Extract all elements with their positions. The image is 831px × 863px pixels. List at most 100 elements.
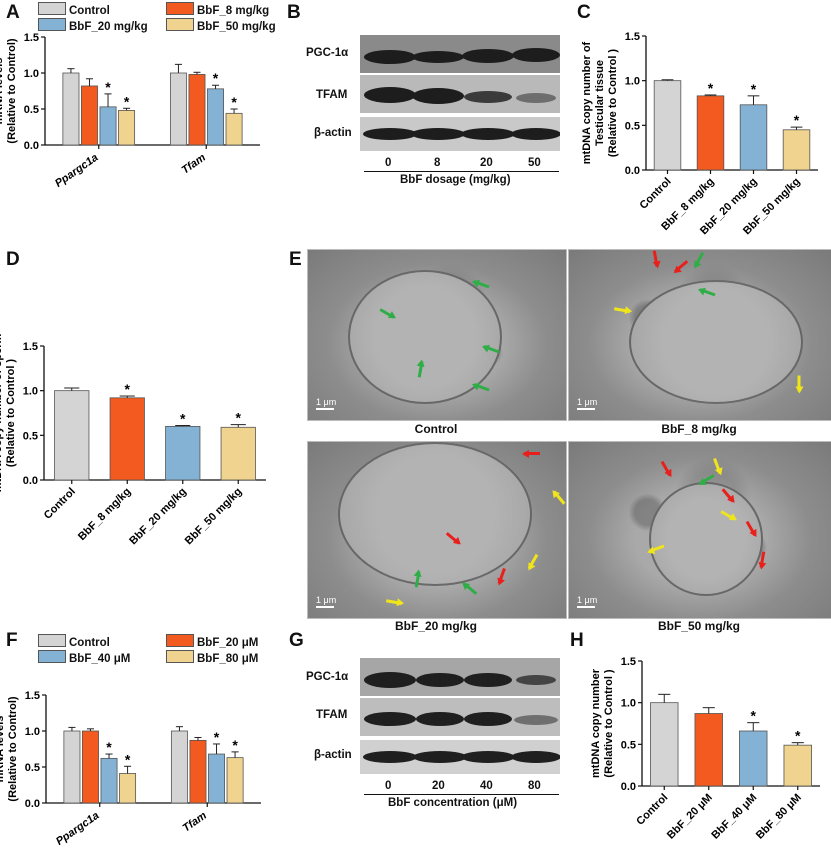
bar	[82, 730, 99, 804]
blot-x-label: BbF concentration (μM)	[388, 797, 518, 809]
bar	[169, 72, 187, 146]
legend-label: BbF_40 μM	[69, 653, 131, 665]
bar	[188, 74, 206, 146]
blot-lane-label: 20	[480, 157, 493, 169]
x-tick-label: Tfam	[180, 152, 209, 177]
significance-mark: *	[213, 70, 219, 86]
blot-lane-label: 80	[528, 780, 541, 792]
blot-image-g	[360, 658, 560, 774]
y-tick-label: 0.5	[621, 739, 636, 751]
tem-caption: BbF_50 mg/kg	[657, 619, 741, 633]
tem-caption: BbF_8 mg/kg	[661, 422, 737, 436]
y-axis-label: Testicular tissue	[594, 60, 606, 146]
panel-letter-b: B	[287, 2, 301, 23]
scale-bar: 1 μm	[316, 595, 336, 608]
legend-label: BbF_80 μM	[197, 653, 259, 665]
y-tick-label: 1.0	[24, 68, 39, 80]
bar	[653, 80, 682, 171]
y-tick-label: 0.0	[25, 798, 40, 810]
y-tick-label: 1.5	[24, 32, 39, 44]
legend-item: BbF_8 mg/kg	[166, 2, 269, 17]
y-tick-label: 1.5	[621, 656, 636, 668]
y-tick-label: 1.5	[23, 341, 38, 353]
x-tick-label: BbF_8 mg/kg	[76, 486, 133, 543]
tem-caption: BbF_20 mg/kg	[394, 619, 478, 633]
scale-bar: 1 μm	[316, 397, 336, 410]
bar	[226, 757, 244, 804]
panel-letter-e: E	[289, 249, 302, 270]
significance-mark: *	[232, 737, 238, 753]
blot-row-label: PGC-1α	[306, 47, 349, 59]
chart-d-mtdna-sperm: 0.0 0.5 1.0 1.5 mtDNA copy number of sperm(R…	[0, 334, 266, 548]
bar	[100, 757, 118, 804]
x-tick-label: BbF_80 μM	[754, 792, 804, 842]
blot-lane-label: 0	[385, 780, 392, 792]
bar	[220, 426, 256, 481]
y-axis-label: (Relative to Control)	[6, 38, 18, 143]
tem-caption: Control	[414, 422, 458, 436]
blot-lane-label: 40	[480, 780, 493, 792]
chart-f-mrna-levels: 0.0 0.5 1.0 1.5 mRNA levels (Relative to Cont…	[0, 690, 261, 848]
bar	[54, 390, 90, 481]
blot-row-label: PGC-1α	[306, 671, 349, 683]
panel-letter-a: A	[6, 2, 20, 23]
significance-mark: *	[125, 751, 131, 767]
y-axis-label: mRNA levels	[0, 58, 5, 125]
x-tick-label: BbF_40 μM	[709, 792, 759, 842]
significance-mark: *	[751, 81, 757, 97]
y-tick-label: 0.0	[621, 781, 636, 793]
legend-label: Control	[69, 5, 110, 17]
blot-lane-label: 8	[434, 157, 441, 169]
y-tick-label: 1.0	[23, 386, 38, 398]
blot-row-label: β-actin	[314, 127, 352, 139]
legend-f: Control BbF_20 μM BbF_40 μM BbF_80 μM	[38, 634, 283, 665]
x-tick-label: Control	[634, 792, 670, 828]
tem-image-50mgkg: 1 μm	[568, 441, 831, 619]
significance-mark: *	[231, 94, 237, 110]
panel-letter-f: F	[6, 630, 18, 651]
y-tick-label: 1.5	[25, 690, 40, 702]
blot-lane-label: 20	[432, 780, 445, 792]
panel-letter-h: H	[570, 630, 584, 651]
bar	[783, 744, 812, 787]
y-axis-label: (Relative to Control)	[7, 696, 19, 801]
legend-label: BbF_20 mg/kg	[69, 21, 148, 33]
bar	[63, 730, 81, 804]
bar	[62, 72, 80, 146]
blot-lane-label: 50	[528, 157, 541, 169]
blot-image-b	[360, 35, 560, 151]
x-tick-label: Control	[637, 176, 673, 212]
y-axis-label: mRNA levels	[0, 716, 6, 783]
x-tick-label: Ppargc1a	[53, 152, 100, 190]
legend-item: BbF_50 mg/kg	[166, 18, 276, 33]
x-tick-label: Control	[42, 486, 78, 522]
y-axis-label: (Relative to Control )	[5, 359, 17, 468]
chart-c-mtdna-testicular: 0.0 0.5 1.0 1.5 mtDNA copy number of Testicul…	[581, 31, 818, 237]
blot-row-label: TFAM	[316, 709, 348, 721]
blot-x-label: BbF dosage (mg/kg)	[400, 174, 511, 186]
x-tick-label: BbF_20 mg/kg	[127, 486, 189, 548]
significance-mark: *	[105, 79, 111, 95]
bar	[165, 425, 201, 481]
legend-item: Control	[38, 634, 110, 649]
significance-mark: *	[180, 411, 186, 427]
panel-letter-d: D	[6, 249, 20, 270]
legend-label: Control	[69, 637, 110, 649]
bar	[99, 106, 117, 146]
legend-item: Control	[38, 2, 110, 17]
y-axis-label: (Relative to Control )	[607, 49, 619, 158]
legend-a: Control BbF_8 mg/kg BbF_20 mg/kg BbF_50 …	[38, 2, 283, 33]
tem-image-20mgkg: 1 μm	[307, 441, 567, 619]
bar	[739, 104, 768, 171]
chart-h-mtdna-copy: 0.0 0.5 1.0 1.5 mtDNA copy number (Relative t…	[590, 656, 820, 842]
legend-item: BbF_20 mg/kg	[38, 18, 148, 33]
y-tick-label: 1.0	[25, 726, 40, 738]
bar	[207, 88, 224, 146]
y-tick-label: 0.0	[23, 475, 38, 487]
bar	[694, 713, 723, 787]
significance-mark: *	[795, 728, 801, 744]
panel-letter-g: G	[289, 630, 304, 651]
significance-mark: *	[794, 112, 800, 128]
western-blot-b: PGC-1α TFAM β-actin 0 8 20 50 BbF dosage…	[290, 30, 565, 190]
significance-mark: *	[124, 93, 130, 109]
